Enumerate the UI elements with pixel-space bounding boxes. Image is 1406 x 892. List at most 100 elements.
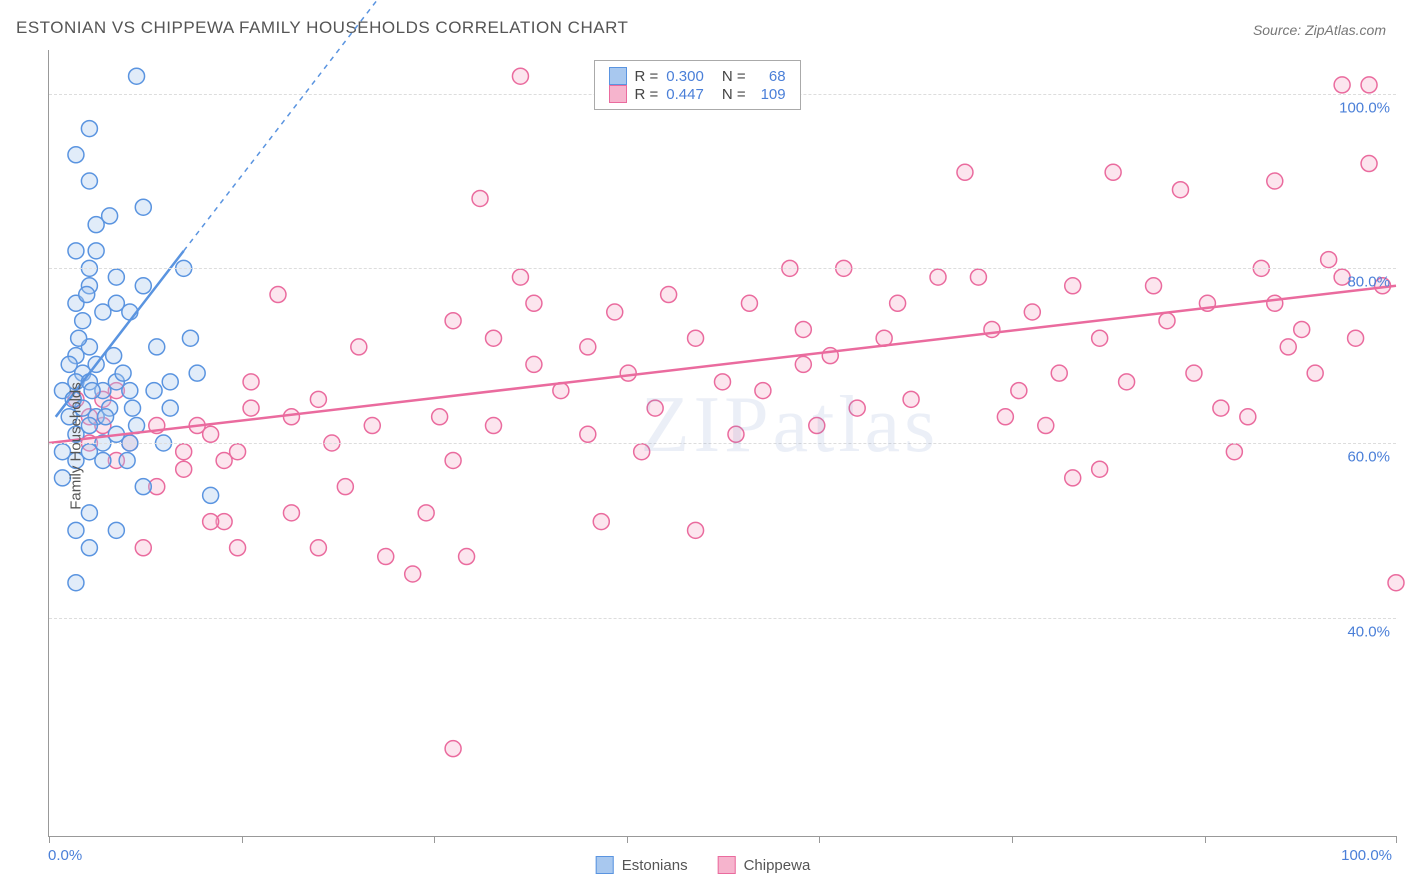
scatter-point xyxy=(661,287,677,303)
scatter-point xyxy=(125,400,141,416)
scatter-point xyxy=(68,575,84,591)
r-value: 0.447 xyxy=(666,86,704,103)
scatter-point xyxy=(445,313,461,329)
scatter-point xyxy=(1159,313,1175,329)
scatter-point xyxy=(243,374,259,390)
legend-bottom: Estonians Chippewa xyxy=(596,856,811,874)
ytick-label: 80.0% xyxy=(1347,274,1390,291)
r-label: R = xyxy=(635,68,659,85)
scatter-point xyxy=(1092,461,1108,477)
scatter-point xyxy=(526,295,542,311)
scatter-point xyxy=(688,330,704,346)
scatter-point xyxy=(88,217,104,233)
scatter-point xyxy=(81,121,97,137)
xtick xyxy=(1012,836,1013,843)
xtick xyxy=(242,836,243,843)
scatter-point xyxy=(1307,365,1323,381)
scatter-point xyxy=(418,505,434,521)
scatter-point xyxy=(1348,330,1364,346)
gridline xyxy=(49,618,1396,619)
legend-stats: R =0.300N =68R =0.447N =109 xyxy=(594,60,801,110)
scatter-point xyxy=(580,426,596,442)
plot-area: 40.0%60.0%80.0%100.0% xyxy=(48,50,1396,837)
scatter-point xyxy=(472,190,488,206)
xtick xyxy=(819,836,820,843)
legend-label-chippewa: Chippewa xyxy=(744,857,811,874)
xtick xyxy=(1396,836,1397,843)
scatter-point xyxy=(1240,409,1256,425)
scatter-point xyxy=(1065,278,1081,294)
scatter-point xyxy=(1146,278,1162,294)
scatter-point xyxy=(607,304,623,320)
scatter-point xyxy=(283,505,299,521)
scatter-point xyxy=(135,278,151,294)
scatter-point xyxy=(486,330,502,346)
scatter-point xyxy=(432,409,448,425)
scatter-point xyxy=(135,479,151,495)
swatch-chippewa-icon xyxy=(718,856,736,874)
xtick-label-left: 0.0% xyxy=(48,847,82,864)
scatter-point xyxy=(162,400,178,416)
scatter-point xyxy=(486,418,502,434)
scatter-point xyxy=(1361,77,1377,93)
scatter-point xyxy=(1065,470,1081,486)
scatter-point xyxy=(1226,444,1242,460)
swatch-estonians-icon xyxy=(596,856,614,874)
scatter-point xyxy=(1092,330,1108,346)
scatter-point xyxy=(79,287,95,303)
scatter-point xyxy=(162,374,178,390)
scatter-point xyxy=(1011,383,1027,399)
scatter-point xyxy=(1119,374,1135,390)
scatter-point xyxy=(526,356,542,372)
scatter-point xyxy=(149,339,165,355)
scatter-point xyxy=(115,365,131,381)
scatter-point xyxy=(957,164,973,180)
legend-stats-row: R =0.447N =109 xyxy=(609,85,786,103)
scatter-point xyxy=(364,418,380,434)
ytick-label: 40.0% xyxy=(1347,623,1390,640)
scatter-point xyxy=(1105,164,1121,180)
xtick xyxy=(49,836,50,843)
scatter-point xyxy=(95,452,111,468)
scatter-point xyxy=(405,566,421,582)
swatch-estonians-icon xyxy=(609,67,627,85)
scatter-point xyxy=(75,313,91,329)
n-value: 68 xyxy=(754,68,786,85)
scatter-point xyxy=(1186,365,1202,381)
scatter-point xyxy=(230,540,246,556)
scatter-point xyxy=(337,479,353,495)
scatter-point xyxy=(1267,295,1283,311)
legend-item-chippewa: Chippewa xyxy=(718,856,811,874)
scatter-point xyxy=(1294,321,1310,337)
scatter-point xyxy=(512,269,528,285)
scatter-point xyxy=(1038,418,1054,434)
scatter-point xyxy=(378,549,394,565)
n-value: 109 xyxy=(754,86,786,103)
scatter-point xyxy=(984,321,1000,337)
scatter-point xyxy=(715,374,731,390)
scatter-point xyxy=(71,330,87,346)
scatter-point xyxy=(445,741,461,757)
r-label: R = xyxy=(635,86,659,103)
scatter-point xyxy=(728,426,744,442)
scatter-point xyxy=(216,452,232,468)
scatter-point xyxy=(849,400,865,416)
scatter-point xyxy=(68,522,84,538)
legend-label-estonians: Estonians xyxy=(622,857,688,874)
scatter-point xyxy=(1361,156,1377,172)
scatter-point xyxy=(68,147,84,163)
scatter-point xyxy=(1267,173,1283,189)
scatter-point xyxy=(512,68,528,84)
source-credit: Source: ZipAtlas.com xyxy=(1253,22,1386,38)
scatter-point xyxy=(119,452,135,468)
ytick-label: 100.0% xyxy=(1339,99,1390,116)
scatter-point xyxy=(1321,252,1337,268)
scatter-point xyxy=(755,383,771,399)
scatter-point xyxy=(593,514,609,530)
scatter-point xyxy=(445,452,461,468)
gridline xyxy=(49,443,1396,444)
swatch-chippewa-icon xyxy=(609,85,627,103)
scatter-point xyxy=(459,549,475,565)
gridline xyxy=(49,268,1396,269)
scatter-point xyxy=(176,444,192,460)
